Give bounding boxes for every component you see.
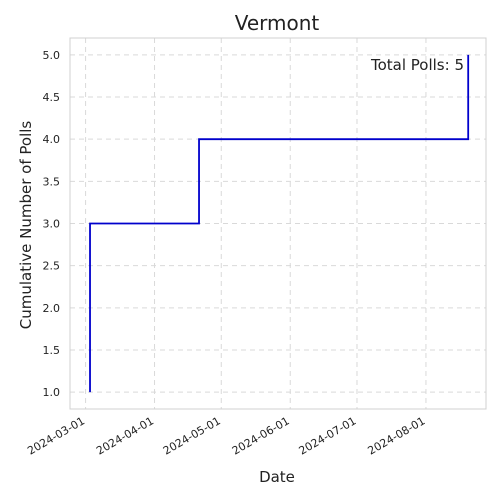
y-tick-label: 3.0	[43, 218, 61, 231]
y-tick-label: 2.0	[43, 302, 61, 315]
y-tick-label: 4.5	[43, 91, 61, 104]
y-tick-label: 4.0	[43, 133, 61, 146]
total-polls-annotation: Total Polls: 5	[370, 56, 464, 74]
chart-title: Vermont	[235, 11, 320, 35]
y-tick-label: 3.5	[43, 175, 61, 188]
plot-frame	[69, 37, 487, 410]
y-tick-label: 2.5	[43, 260, 61, 273]
y-axis-label: Cumulative Number of Polls	[17, 121, 35, 330]
series-line	[89, 54, 470, 393]
x-axis-label: Date	[259, 468, 295, 486]
series-layer	[89, 54, 470, 393]
grid-layer	[70, 38, 486, 409]
y-tick-label: 5.0	[43, 49, 61, 62]
y-tick-label: 1.0	[43, 386, 61, 399]
y-tick-label: 1.5	[43, 344, 61, 357]
